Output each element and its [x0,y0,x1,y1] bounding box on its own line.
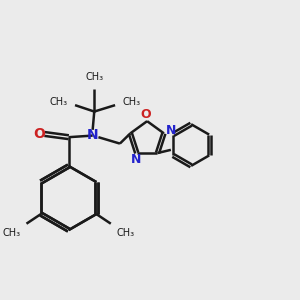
Text: CH₃: CH₃ [122,97,140,107]
Text: CH₃: CH₃ [50,97,68,107]
Text: CH₃: CH₃ [117,227,135,238]
Text: O: O [33,127,45,141]
Text: N: N [131,153,141,166]
Text: N: N [87,128,98,142]
Text: N: N [166,124,176,136]
Text: CH₃: CH₃ [85,72,103,82]
Text: O: O [140,108,151,121]
Text: CH₃: CH₃ [3,227,21,238]
